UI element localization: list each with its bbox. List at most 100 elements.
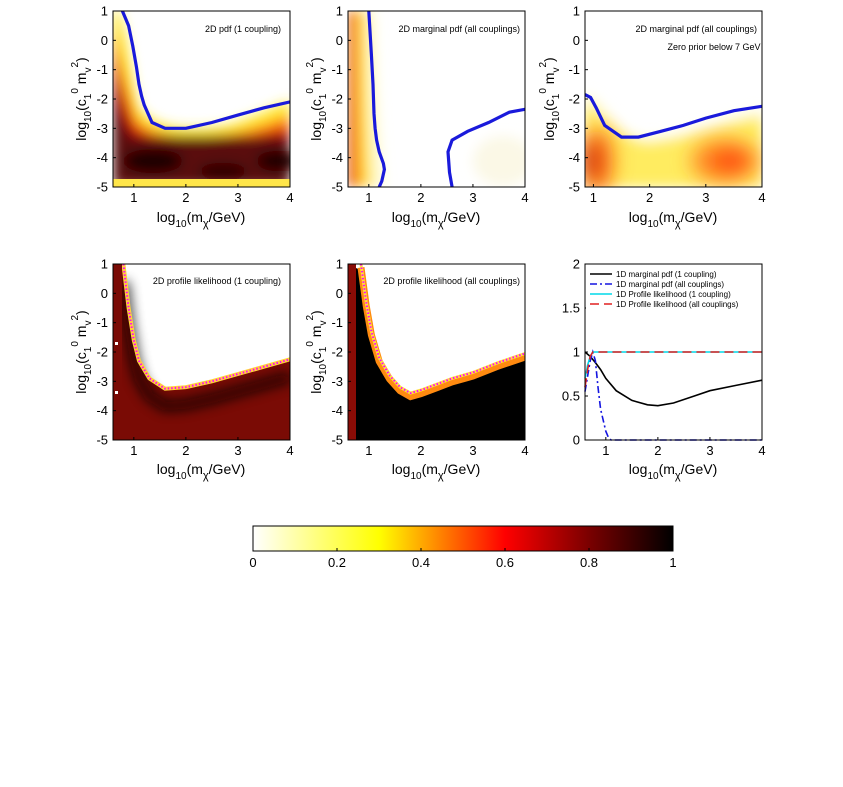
- x-tick-label: 4: [286, 190, 293, 205]
- legend: 1D marginal pdf (1 coupling)1D marginal …: [586, 268, 761, 312]
- x-axis-label: log10(mχ/GeV): [392, 209, 481, 230]
- y-tick-label: -4: [96, 150, 108, 165]
- y-tick-label: -4: [568, 150, 580, 165]
- y-tick-label: -3: [568, 121, 580, 136]
- x-tick-label: 3: [234, 443, 241, 458]
- heatmap-area: [348, 264, 525, 440]
- contour-line: [120, 11, 290, 130]
- legend-entry: 1D Profile likelihood (all couplings): [616, 300, 739, 309]
- panel-annotation: 2D profile likelihood (all couplings): [383, 276, 520, 286]
- y-tick-label: -1: [96, 62, 108, 77]
- y-tick-label: -5: [331, 180, 343, 195]
- y-tick-label: -2: [331, 92, 343, 107]
- y-tick-label: 1: [101, 257, 108, 272]
- panel-2d-marginal-zero-prior: 1 2 3 4 1 0 -1 -2 -3 -4 -5 2D marginal pdf (all co…: [538, 4, 766, 231]
- heatmap-area: [585, 11, 762, 187]
- panel-2d-pdf-1-coupling: 1 2 3 4 1 0 -1 -2 -3 -4 -5 2D pdf (1 coupling) log…: [70, 4, 294, 231]
- series-line: [584, 349, 762, 441]
- likelihood-peak-band: [118, 281, 290, 412]
- y-axis-label: log10(c10 mv2): [305, 310, 329, 393]
- panel-annotation: 2D marginal pdf (all couplings): [635, 24, 757, 34]
- x-tick-label: 3: [702, 190, 709, 205]
- y-tick-label: -4: [96, 403, 108, 418]
- heatmap-area: [348, 11, 525, 187]
- y-tick-label: -1: [331, 315, 343, 330]
- legend-entry: 1D marginal pdf (1 coupling): [616, 270, 717, 279]
- x-tick-label: 4: [758, 443, 765, 458]
- y-tick-label: 0.5: [562, 389, 580, 404]
- x-tick-label: 1: [602, 443, 609, 458]
- x-axis-label: log10(mχ/GeV): [629, 461, 718, 482]
- y-tick-label: 0: [336, 33, 343, 48]
- panel-1d-comparison: 1 2 3 4 0 0.5 1 1.5 2 1D marginal pdf (1 couplin…: [562, 257, 766, 483]
- y-tick-label: -2: [331, 345, 343, 360]
- panel-2d-profile-all-couplings: 1 2 3 4 1 0 -1 -2 -3 -4 -5 2D profile likelihood (…: [305, 257, 529, 483]
- profile-boundary: [360, 264, 525, 395]
- y-tick-label: 0: [573, 33, 580, 48]
- series-line: [584, 351, 762, 379]
- y-tick-label: 1: [336, 257, 343, 272]
- x-tick-label: 4: [758, 190, 765, 205]
- y-tick-label: -2: [96, 345, 108, 360]
- panel-annotation: 2D profile likelihood (1 coupling): [153, 276, 281, 286]
- y-tick-label: 0: [573, 433, 580, 448]
- y-tick-label: -5: [331, 433, 343, 448]
- x-tick-label: 4: [521, 443, 528, 458]
- x-tick-label: 2: [654, 443, 661, 458]
- colorbar-tick-label: 0.6: [496, 555, 514, 570]
- x-tick-label: 4: [286, 443, 293, 458]
- axis-ticks: 1 2 3 4 1 0 -1 -2 -3 -4 -5: [568, 4, 765, 206]
- y-tick-label: 0: [101, 33, 108, 48]
- legend-box: [586, 268, 761, 312]
- x-tick-label: 1: [365, 190, 372, 205]
- y-tick-label: -5: [96, 180, 108, 195]
- axis-ticks: 1 2 3 4 1 0 -1 -2 -3 -4 -5: [96, 257, 293, 459]
- colorbar-tick-label: 0.4: [412, 555, 430, 570]
- x-tick-label: 4: [521, 190, 528, 205]
- contour-line: [367, 11, 387, 187]
- y-axis-label: log10(c10 mv2): [538, 57, 562, 140]
- y-tick-label: -1: [568, 62, 580, 77]
- y-tick-label: -3: [96, 121, 108, 136]
- x-tick-label: 2: [646, 190, 653, 205]
- profile-boundary: [122, 264, 290, 390]
- y-tick-label: 1: [573, 345, 580, 360]
- panel-2d-profile-1-coupling: 1 2 3 4 1 0 -1 -2 -3 -4 -5 2D profile likelihood (…: [70, 257, 294, 483]
- x-axis-label: log10(mχ/GeV): [392, 461, 481, 482]
- x-tick-label: 2: [182, 443, 189, 458]
- y-tick-label: 1: [101, 4, 108, 19]
- x-tick-label: 1: [590, 190, 597, 205]
- y-tick-label: 1.5: [562, 301, 580, 316]
- line-series-group: [584, 349, 763, 441]
- y-tick-label: -1: [96, 315, 108, 330]
- x-tick-label: 3: [706, 443, 713, 458]
- colorbar-tick-label: 0.2: [328, 555, 346, 570]
- x-tick-label: 3: [234, 190, 241, 205]
- colorbar-tick-label: 1: [669, 555, 676, 570]
- axis-ticks: 1 2 3 4 1 0 -1 -2 -3 -4 -5: [331, 257, 528, 459]
- colorbar: 0 0.2 0.4 0.6 0.8 1: [249, 525, 677, 570]
- y-tick-label: -5: [568, 180, 580, 195]
- x-axis-label: log10(mχ/GeV): [629, 209, 718, 230]
- y-tick-label: -4: [331, 150, 343, 165]
- colorbar-tick-label: 0: [249, 555, 256, 570]
- x-tick-label: 1: [130, 190, 137, 205]
- y-tick-label: -3: [96, 374, 108, 389]
- y-tick-label: 0: [101, 286, 108, 301]
- y-tick-label: -3: [331, 121, 343, 136]
- y-axis-label: log10(c10 mv2): [305, 57, 329, 140]
- axis-ticks: 1 2 3 4 1 0 -1 -2 -3 -4 -5: [331, 4, 528, 206]
- y-tick-label: -1: [331, 62, 343, 77]
- y-tick-label: -5: [96, 433, 108, 448]
- x-tick-label: 1: [365, 443, 372, 458]
- series-line: [584, 351, 763, 407]
- y-axis-label: log10(c10 mv2): [70, 57, 94, 140]
- panel-2d-marginal-all-couplings: 1 2 3 4 1 0 -1 -2 -3 -4 -5 2D marginal pdf (all co…: [305, 4, 529, 231]
- legend-entry: 1D marginal pdf (all couplings): [616, 280, 724, 289]
- y-tick-label: -2: [568, 92, 580, 107]
- y-tick-label: 1: [573, 4, 580, 19]
- contour-line: [446, 107, 525, 187]
- y-tick-label: -2: [96, 92, 108, 107]
- colorbar-ticks: 0 0.2 0.4 0.6 0.8 1: [249, 548, 677, 570]
